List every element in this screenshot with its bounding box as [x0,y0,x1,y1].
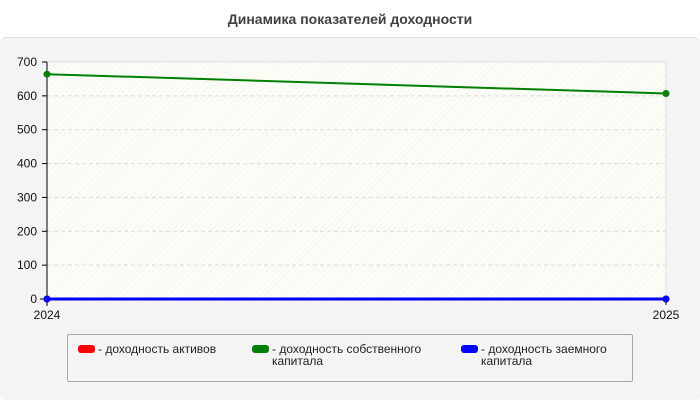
series-point [43,295,51,303]
x-tick-label: 2025 [653,308,680,322]
legend-label-equity: - доходность собственного капитала [272,342,422,368]
legend-item-debt: - доходность заемного капитала [461,343,629,367]
y-tick-label: 700 [17,55,37,69]
y-tick-label: 100 [17,258,37,272]
legend-label-debt: - доходность заемного капитала [481,342,607,368]
chart-title: Динамика показателей доходности [227,11,473,27]
legend-item-assets: - доходность активов [78,343,248,355]
legend-swatch-debt [461,345,478,353]
plot-background [47,62,666,299]
y-tick-label: 400 [17,157,37,171]
legend: - доходность активов - доходность собств… [67,334,633,382]
y-tick-label: 600 [17,89,37,103]
x-tick-label: 2024 [34,308,61,322]
legend-label-assets: - доходность активов [98,342,217,356]
y-tick-label: 300 [17,190,37,204]
series-line [46,73,667,95]
series-point [662,89,670,97]
y-tick-label: 200 [17,224,37,238]
legend-swatch-equity [252,345,269,353]
series-point [662,295,670,303]
y-tick-label: 500 [17,123,37,137]
legend-swatch-assets [78,345,95,353]
legend-item-equity: - доходность собственного капитала [252,343,452,367]
series-point [43,70,51,78]
y-tick-label: 0 [30,292,37,306]
